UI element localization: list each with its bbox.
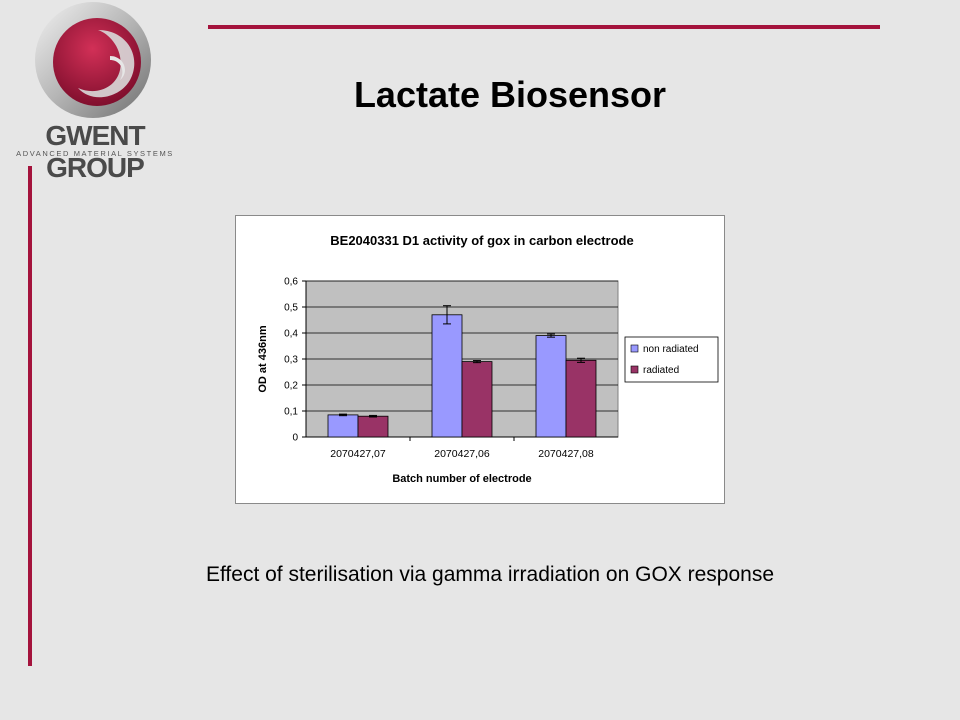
top-accent-rule bbox=[208, 25, 880, 29]
x-tick-label: 2070427,06 bbox=[434, 448, 490, 460]
bar-radiated bbox=[565, 359, 597, 438]
bar-chart: BE2040331 D1 activity of gox in carbon e… bbox=[257, 233, 719, 485]
legend-box bbox=[624, 336, 719, 383]
x-axis-label: Batch number of electrode bbox=[392, 473, 531, 485]
y-tick-label: 0,2 bbox=[284, 381, 298, 392]
logo-wordmark: GWENT GROUP bbox=[45, 120, 145, 183]
chart-container: BE2040331 D1 activity of gox in carbon e… bbox=[235, 215, 725, 504]
bar-non-radiated bbox=[535, 335, 567, 438]
y-axis-label: OD at 436nm bbox=[257, 325, 269, 392]
x-tick-label: 2070427,08 bbox=[538, 448, 594, 460]
x-tick-label: 2070427,07 bbox=[330, 448, 386, 460]
bar-non-radiated bbox=[431, 314, 463, 438]
bar-radiated bbox=[357, 415, 389, 438]
bar-non-radiated bbox=[327, 414, 359, 438]
y-tick-label: 0,5 bbox=[284, 303, 298, 314]
legend-swatch bbox=[630, 344, 639, 353]
logo-swirl-icon bbox=[35, 2, 151, 118]
gwent-group-logo: GWENT GROUP ADVANCED MATERIAL SYSTEMS bbox=[0, 0, 190, 183]
legend-label: non radiated bbox=[643, 344, 699, 355]
legend-label: radiated bbox=[643, 365, 679, 376]
y-tick-label: 0 bbox=[292, 433, 298, 444]
side-accent-rule bbox=[28, 166, 32, 666]
legend-swatch bbox=[630, 365, 639, 374]
y-tick-label: 0,6 bbox=[284, 277, 298, 288]
y-tick-label: 0,3 bbox=[284, 355, 298, 366]
slide-caption: Effect of sterilisation via gamma irradi… bbox=[205, 563, 775, 586]
y-tick-label: 0,1 bbox=[284, 407, 298, 418]
chart-title: BE2040331 D1 activity of gox in carbon e… bbox=[330, 233, 633, 248]
y-tick-label: 0,4 bbox=[284, 329, 298, 340]
page-title: Lactate Biosensor bbox=[353, 74, 667, 115]
bar-radiated bbox=[461, 361, 493, 438]
logo-tagline: ADVANCED MATERIAL SYSTEMS bbox=[16, 149, 174, 158]
